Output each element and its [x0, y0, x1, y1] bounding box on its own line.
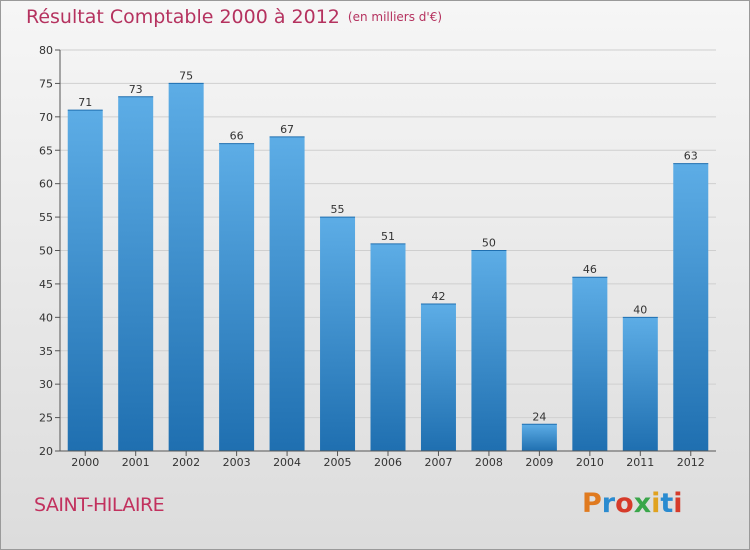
y-tick-label: 70	[39, 111, 53, 124]
data-label: 55	[331, 203, 345, 216]
brand-letter: x	[633, 488, 652, 519]
bar	[219, 143, 255, 452]
bar	[269, 136, 305, 451]
bar	[168, 83, 204, 452]
labels: 20 25 30 35 40 45 50 55 60 65 70 75 80 71 2000 73 2001 75…	[39, 44, 705, 469]
x-tick-label: 2002	[172, 456, 200, 469]
x-tick-label: 2010	[576, 456, 604, 469]
data-label: 42	[431, 290, 445, 303]
y-tick-label: 60	[39, 178, 53, 191]
chart-subtitle: (en milliers d'€)	[347, 10, 443, 24]
bar	[370, 243, 406, 451]
y-tick-label: 30	[39, 378, 53, 391]
chart-title: Résultat Comptable 2000 à 2012 (en millie…	[26, 6, 442, 28]
bar	[622, 317, 658, 451]
y-tick-label: 75	[39, 77, 53, 90]
bars	[67, 82, 709, 452]
x-tick-label: 2004	[273, 456, 301, 469]
x-tick-label: 2006	[374, 456, 402, 469]
y-tick-label: 45	[39, 278, 53, 291]
y-tick-label: 65	[39, 144, 53, 157]
x-tick-label: 2011	[626, 456, 654, 469]
y-tick-label: 80	[39, 44, 53, 57]
y-tick-label: 40	[39, 311, 53, 324]
brand-letter: i	[651, 488, 661, 519]
data-label: 75	[179, 69, 193, 82]
data-label: 51	[381, 230, 395, 243]
data-label: 24	[532, 410, 546, 423]
bar	[67, 110, 103, 452]
data-label: 67	[280, 123, 294, 136]
y-tick-label: 55	[39, 211, 53, 224]
y-tick-label: 25	[39, 412, 53, 425]
brand-letter: i	[673, 488, 683, 519]
x-tick-label: 2000	[71, 456, 99, 469]
brand-letter: o	[615, 488, 634, 519]
x-tick-label: 2009	[525, 456, 553, 469]
brand-letter: P	[582, 488, 602, 519]
bar	[471, 250, 507, 451]
brand-logo: Proxiti	[582, 488, 683, 519]
location-name: SAINT-HILAIRE	[34, 494, 165, 516]
brand-letter: r	[601, 488, 616, 519]
x-tick-label: 2005	[324, 456, 352, 469]
bar	[572, 277, 608, 451]
y-tick-label: 50	[39, 245, 53, 258]
data-label: 46	[583, 263, 597, 276]
x-tick-label: 2003	[223, 456, 251, 469]
axes	[55, 49, 716, 456]
x-tick-label: 2012	[677, 456, 705, 469]
x-tick-label: 2007	[424, 456, 452, 469]
x-tick-label: 2001	[122, 456, 150, 469]
data-label: 50	[482, 237, 496, 250]
bar	[118, 96, 154, 452]
data-label: 73	[129, 83, 143, 96]
bar	[320, 217, 356, 451]
y-tick-label: 20	[39, 445, 53, 458]
data-label: 63	[684, 150, 698, 163]
chart-title-text: Résultat Comptable 2000 à 2012	[26, 6, 340, 28]
data-label: 71	[78, 96, 92, 109]
brand-letter: t	[660, 488, 674, 519]
data-label: 40	[633, 303, 647, 316]
data-label: 66	[230, 130, 244, 143]
x-tick-label: 2008	[475, 456, 503, 469]
y-tick-label: 35	[39, 345, 53, 358]
bar	[420, 303, 456, 451]
bar	[521, 424, 557, 451]
bar	[673, 163, 709, 451]
